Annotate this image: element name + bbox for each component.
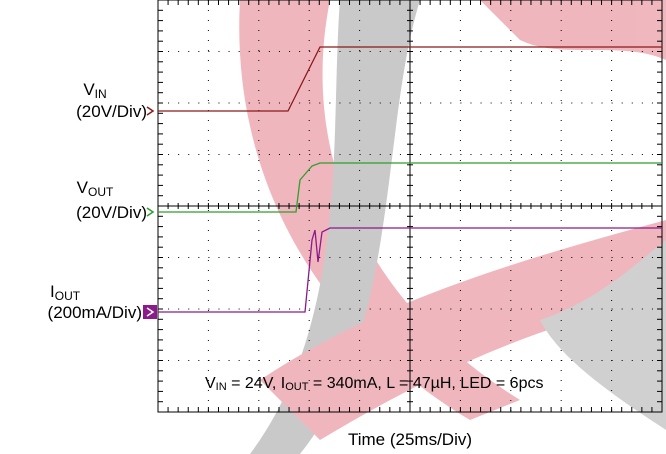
subscript: OUT bbox=[88, 185, 114, 199]
watermark bbox=[239, 0, 666, 454]
vout-trace bbox=[158, 162, 662, 213]
vin-label: VIN bbox=[40, 80, 150, 104]
vout-label: VOUT bbox=[40, 178, 150, 202]
iout-marker-arrow bbox=[146, 307, 155, 317]
iout-marker bbox=[143, 305, 157, 319]
conditions: VIN = 24V, IOUT = 340mA, L = 47µH, LED =… bbox=[205, 374, 660, 397]
subscript: IN bbox=[94, 87, 107, 101]
iout-trace bbox=[158, 227, 662, 313]
symbol: I bbox=[50, 282, 55, 301]
subscript: OUT bbox=[285, 381, 309, 393]
symbol: V bbox=[83, 80, 95, 99]
text: = 340mA, L = 47µH, LED = 6pcs bbox=[308, 375, 544, 392]
symbol: V bbox=[76, 178, 88, 197]
subscript: IN bbox=[215, 381, 227, 393]
text: = 24V, bbox=[226, 375, 281, 392]
text: I bbox=[280, 375, 286, 392]
vin-marker bbox=[146, 106, 155, 116]
iout-scale: (200mA/Div) bbox=[47, 303, 142, 322]
text: V bbox=[205, 375, 216, 392]
subscript: OUT bbox=[54, 289, 81, 303]
vin-scale: (20V/Div) bbox=[76, 102, 147, 121]
vout-scale: (20V/Div) bbox=[76, 203, 147, 222]
vout-marker bbox=[146, 207, 155, 217]
vin-trace bbox=[158, 46, 662, 112]
x-axis-label: Time (25ms/Div) bbox=[347, 430, 473, 449]
iout-label: IOUT bbox=[20, 282, 160, 306]
